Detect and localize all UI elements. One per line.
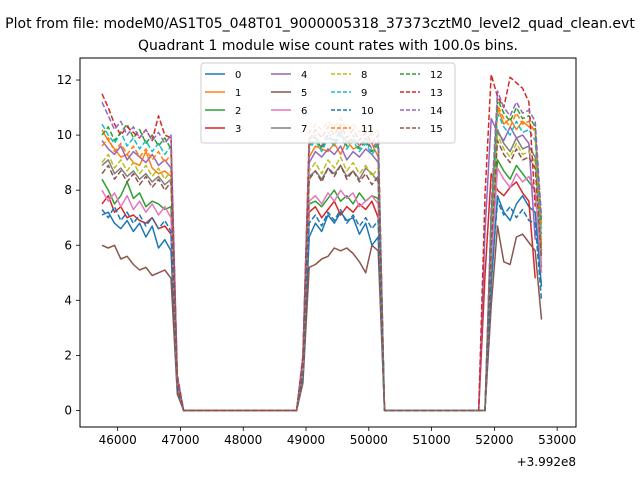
plot-frame	[79, 57, 577, 428]
legend-label-6: 6	[301, 106, 307, 117]
legend-label-14: 14	[430, 106, 443, 117]
y-tick-label: 10	[57, 128, 72, 142]
legend-label-4: 4	[301, 70, 307, 81]
legend-label-9: 9	[361, 88, 367, 99]
legend-label-7: 7	[301, 124, 307, 135]
x-tick-label: 48000	[224, 433, 262, 447]
y-tick-label: 4	[64, 293, 72, 307]
x-tick-label: 53000	[538, 433, 576, 447]
legend-label-3: 3	[235, 124, 241, 135]
x-tick-label: 51000	[413, 433, 451, 447]
x-tick-label: 46000	[99, 433, 137, 447]
figure-super-title: Plot from file: modeM0/AS1T05_048T01_900…	[5, 16, 635, 32]
x-tick-label: 49000	[287, 433, 325, 447]
legend-box	[200, 62, 456, 144]
legend-label-0: 0	[235, 70, 241, 81]
legend-label-2: 2	[235, 106, 241, 117]
y-tick-label: 12	[57, 73, 72, 87]
y-tick-label: 0	[64, 403, 72, 417]
x-tick-label: 52000	[475, 433, 513, 447]
legend-label-8: 8	[361, 70, 367, 81]
x-offset-label: +3.992e8	[517, 455, 576, 469]
legend-label-10: 10	[361, 106, 374, 117]
x-tick-label: 47000	[161, 433, 199, 447]
legend-label-1: 1	[235, 88, 241, 99]
y-tick-label: 2	[64, 348, 72, 362]
legend-label-13: 13	[430, 88, 443, 99]
series-line-10	[101, 200, 543, 412]
x-tick-label: 50000	[350, 433, 388, 447]
legend-label-5: 5	[301, 88, 307, 99]
y-tick-label: 8	[64, 183, 72, 197]
series-line-14	[101, 90, 543, 412]
chart-title: Quadrant 1 module wise count rates with …	[138, 38, 518, 54]
y-tick-label: 6	[64, 238, 72, 252]
legend-label-15: 15	[430, 124, 443, 135]
legend-label-12: 12	[430, 70, 443, 81]
series-line-15	[101, 139, 543, 412]
legend-label-11: 11	[361, 124, 374, 135]
